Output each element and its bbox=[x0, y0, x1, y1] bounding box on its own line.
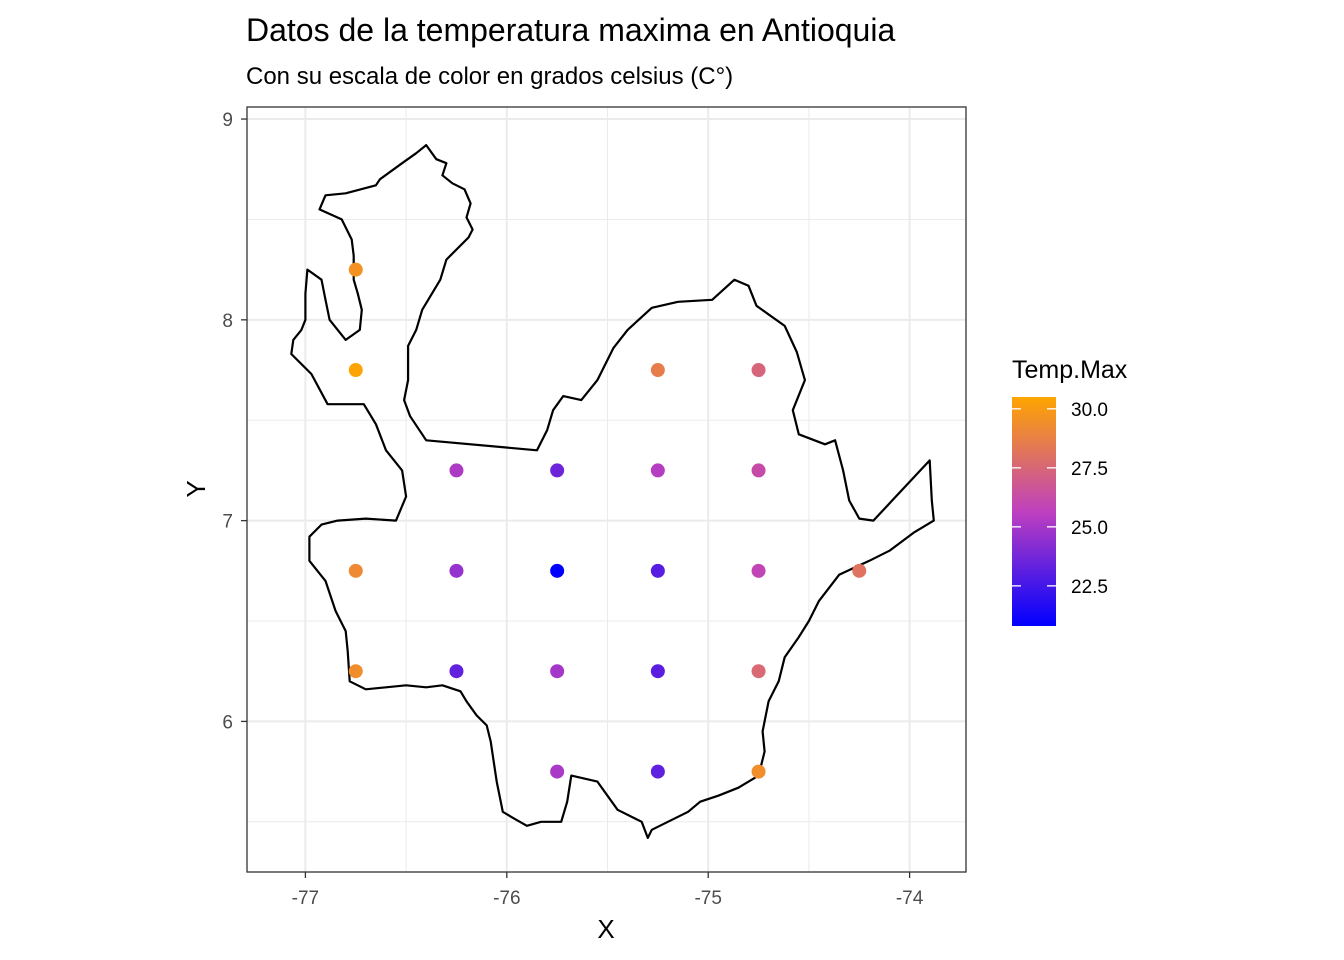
legend-tick-label: 22.5 bbox=[1071, 577, 1108, 598]
grid-lines bbox=[247, 107, 966, 872]
data-point bbox=[852, 563, 867, 578]
y-tick-label: 9 bbox=[222, 110, 233, 131]
plot-border bbox=[246, 106, 967, 873]
y-axis-title: Y bbox=[181, 480, 211, 497]
data-point bbox=[751, 463, 766, 478]
antioquia-boundary bbox=[290, 144, 935, 839]
data-point bbox=[650, 664, 665, 679]
x-tick-label: -74 bbox=[896, 888, 924, 909]
legend-colorbar bbox=[1012, 397, 1056, 626]
y-tick-label: 6 bbox=[222, 712, 233, 733]
data-points bbox=[348, 262, 867, 779]
data-point bbox=[751, 764, 766, 779]
data-point bbox=[650, 563, 665, 578]
data-point bbox=[751, 664, 766, 679]
legend-title: Temp.Max bbox=[1012, 356, 1128, 384]
legend-ticks: 30.0 27.5 25.0 22.5 bbox=[1012, 400, 1108, 598]
data-point bbox=[751, 363, 766, 378]
data-point bbox=[650, 363, 665, 378]
data-point bbox=[348, 262, 363, 277]
x-axis-title: X bbox=[597, 914, 614, 944]
y-tick-label: 8 bbox=[222, 311, 233, 332]
chart-title: Datos de la temperatura maxima en Antioq… bbox=[246, 12, 895, 48]
data-point bbox=[348, 664, 363, 679]
data-point bbox=[550, 463, 565, 478]
axes: -77 -76 -75 -74 6 7 8 9 bbox=[222, 110, 923, 909]
data-point bbox=[550, 764, 565, 779]
y-tick-label: 7 bbox=[222, 512, 233, 533]
legend-tick-label: 30.0 bbox=[1071, 400, 1108, 421]
data-point bbox=[348, 563, 363, 578]
data-point bbox=[650, 463, 665, 478]
data-point bbox=[550, 563, 565, 578]
x-tick-label: -75 bbox=[694, 888, 721, 909]
legend-tick-label: 27.5 bbox=[1071, 459, 1108, 480]
data-point bbox=[751, 563, 766, 578]
data-point bbox=[449, 563, 464, 578]
chart-subtitle: Con su escala de color en grados celsius… bbox=[246, 63, 733, 90]
data-point bbox=[650, 764, 665, 779]
x-tick-label: -77 bbox=[292, 888, 319, 909]
data-point bbox=[449, 463, 464, 478]
data-point bbox=[348, 363, 363, 378]
x-tick-label: -76 bbox=[493, 888, 520, 909]
data-point bbox=[550, 664, 565, 679]
legend: Temp.Max 30.0 27.5 25.0 22.5 bbox=[1012, 356, 1128, 626]
data-point bbox=[449, 664, 464, 679]
legend-tick-label: 25.0 bbox=[1071, 518, 1108, 539]
boundary-outline bbox=[290, 144, 935, 839]
